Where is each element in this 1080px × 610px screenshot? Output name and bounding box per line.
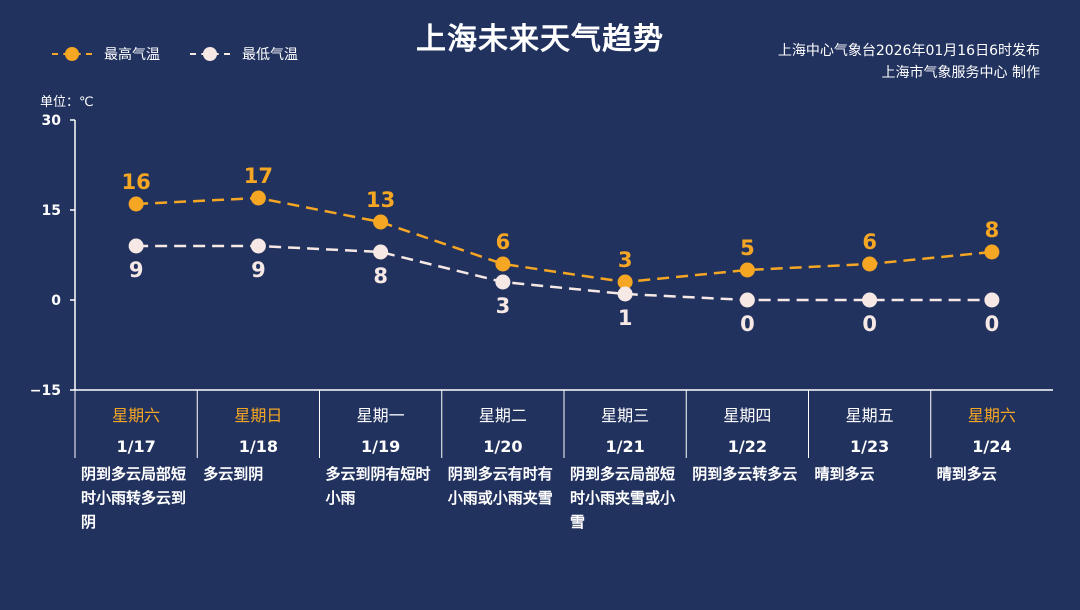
high-temp-label: 6 [862,230,877,254]
chart-legend: 最高气温 最低气温 [52,44,328,64]
source-line-1: 上海中心气象台2026年01月16日6时发布 [777,43,1040,59]
weekday-label: 星期二 [479,406,527,425]
high-temp-label: 3 [618,248,633,272]
date-label: 1/21 [606,437,645,456]
legend-low-label: 最低气温 [242,47,298,63]
low-temp-point [495,274,511,290]
y-tick-label: −15 [30,383,61,399]
low-temp-label: 0 [862,312,877,336]
weekday-label: 星期五 [846,406,894,425]
high-temp-label: 8 [985,218,1000,242]
weather-description: 阴到多云局部短时小雨转多云到阴 [81,465,187,531]
high-temp-label: 16 [122,170,151,194]
date-label: 1/19 [361,437,400,456]
y-tick-label: 15 [42,203,61,219]
high-temp-point [617,274,633,290]
y-tick-label: 30 [42,113,62,129]
low-temp-line [136,244,992,302]
legend-item-high: 最高气温 [52,44,160,64]
weekday-label: 星期六 [112,406,160,425]
high-temp-point [739,262,755,278]
weather-description: 阴到多云有时有小雨或小雨夹雪 [447,465,553,507]
low-temp-point [617,286,633,302]
low-temp-label: 9 [251,258,266,282]
high-temp-label: 6 [496,230,511,254]
weather-description: 晴到多云 [814,465,875,483]
low-temp-label: 9 [129,258,144,282]
weather-description: 阴到多云转多云 [692,465,798,483]
low-temp-label: 3 [496,294,511,318]
legend-item-low: 最低气温 [190,44,298,64]
high-temp-point [373,214,389,230]
date-label: 1/20 [483,437,522,456]
high-temp-line [136,196,992,284]
high-temp-point [495,256,511,272]
page-title: 上海未来天气趋势 [416,22,664,57]
weather-description: 阴到多云局部短时小雨夹雪或小雪 [570,465,676,531]
weather-description: 多云到阴有短时小雨 [325,465,431,507]
weekday-label: 星期六 [968,406,1016,425]
low-temp-point [984,292,1000,308]
date-label: 1/24 [972,437,1011,456]
high-temp-point [128,196,144,212]
low-temp-label: 1 [618,306,633,330]
weekday-label: 星期四 [723,406,771,425]
date-label: 1/17 [117,437,156,456]
weekday-label: 星期一 [357,406,405,425]
legend-high-line-icon [52,47,92,61]
date-label: 1/22 [728,437,767,456]
high-temp-point [250,190,266,206]
low-temp-label: 0 [740,312,755,336]
low-temp-point [250,238,266,254]
date-label: 1/18 [239,437,278,456]
high-temp-label: 17 [244,164,273,188]
source-info: 上海中心气象台2026年01月16日6时发布 上海市气象服务中心 制作 [778,40,1040,84]
weekday-label: 星期日 [234,406,282,425]
high-temp-label: 13 [366,188,395,212]
legend-high-label: 最高气温 [104,47,160,63]
low-temp-point [128,238,144,254]
weather-description: 晴到多云 [936,465,997,483]
unit-label: 单位：℃ [40,95,94,110]
high-temp-point [862,256,878,272]
low-temp-point [862,292,878,308]
weather-description: 多云到阴 [203,465,264,483]
source-line-2: 上海市气象服务中心 制作 [881,65,1040,81]
date-label: 1/23 [850,437,889,456]
y-tick-label: 0 [51,293,61,309]
high-temp-label: 5 [740,236,755,260]
low-temp-label: 8 [373,264,388,288]
low-temp-label: 0 [985,312,1000,336]
weekday-label: 星期三 [601,406,649,425]
high-temp-point [984,244,1000,260]
low-temp-point [739,292,755,308]
legend-low-line-icon [190,47,230,61]
low-temp-point [373,244,389,260]
